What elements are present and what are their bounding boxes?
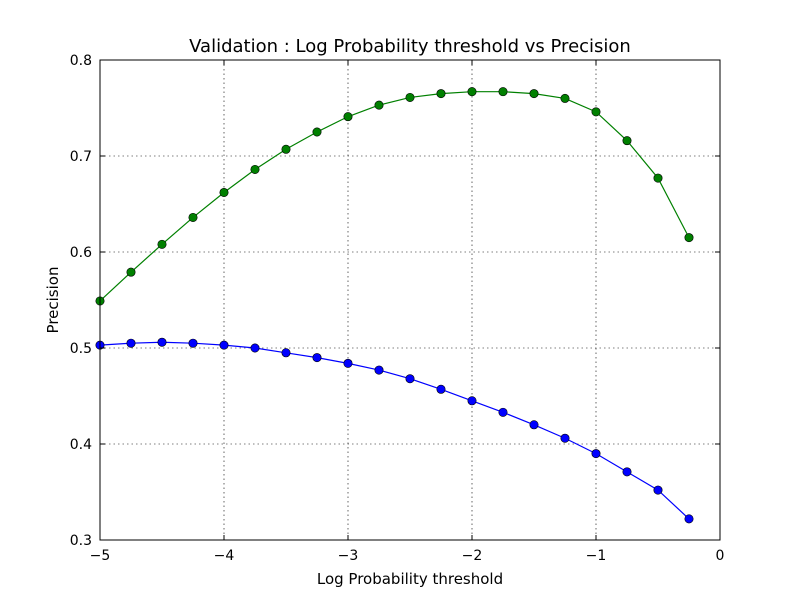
series-blue — [95, 337, 694, 524]
plot-frame — [99, 59, 721, 541]
x-tick-label: −2 — [462, 548, 483, 564]
series-blue-point — [374, 365, 384, 375]
series-blue-point — [188, 338, 198, 348]
series-green-point — [281, 144, 291, 154]
series-blue-point — [250, 343, 260, 353]
series-green-point — [219, 187, 229, 197]
chart-title: Validation : Log Probability threshold v… — [189, 36, 631, 57]
grid — [100, 60, 720, 540]
series-blue-point — [219, 340, 229, 350]
series-green-point — [498, 87, 508, 97]
x-tick-label: −5 — [90, 548, 111, 564]
series-green-point — [405, 92, 415, 102]
x-tick-label: −1 — [586, 548, 607, 564]
series-green-line — [99, 91, 690, 302]
series-green-point — [560, 93, 570, 103]
series-green-point — [343, 112, 353, 122]
series-green-point — [653, 173, 663, 183]
y-axis-label: Precision — [44, 267, 62, 334]
x-tick-label: 0 — [716, 548, 725, 564]
series-blue-point — [560, 433, 570, 443]
series-green-point — [467, 87, 477, 97]
y-tick-label: 0.3 — [70, 533, 92, 549]
series-blue-point — [529, 420, 539, 430]
series-green-point — [250, 164, 260, 174]
series-blue-point — [467, 396, 477, 406]
series-green-point — [622, 136, 632, 146]
y-tick-label: 0.4 — [70, 437, 92, 453]
x-axis-label: Log Probability threshold — [317, 570, 503, 588]
series-blue-point — [591, 449, 601, 459]
y-tick-label: 0.8 — [70, 53, 92, 69]
series-green-point — [157, 239, 167, 249]
series-blue-point — [653, 485, 663, 495]
series-blue-point — [436, 384, 446, 394]
series-green-point — [312, 127, 322, 137]
x-tick-label: −4 — [214, 548, 235, 564]
y-tick-label: 0.5 — [70, 341, 92, 357]
series-green-point — [188, 212, 198, 222]
y-tick-label: 0.6 — [70, 245, 92, 261]
series-blue-line — [99, 341, 690, 520]
axis-ticks: −5 −4 −3 −2 −1 0 0.3 0.4 0.5 0.6 0.7 0.8 — [70, 53, 725, 564]
series-green-point — [436, 89, 446, 99]
plot-series — [95, 87, 694, 524]
x-tick-label: −3 — [338, 548, 359, 564]
series-blue-point — [684, 514, 694, 524]
series-green-point — [529, 89, 539, 99]
series-blue-point — [126, 338, 136, 348]
series-blue-point — [405, 374, 415, 384]
y-tick-label: 0.7 — [70, 149, 92, 165]
series-blue-point — [343, 358, 353, 368]
series-blue-point — [157, 337, 167, 347]
series-green — [95, 87, 694, 306]
series-green-point — [374, 100, 384, 110]
series-green-point — [684, 233, 694, 243]
series-blue-point — [312, 353, 322, 363]
series-green-point — [126, 267, 136, 277]
series-blue-point — [281, 348, 291, 358]
series-blue-point — [498, 407, 508, 417]
series-blue-point — [622, 467, 632, 477]
series-green-point — [591, 107, 601, 117]
